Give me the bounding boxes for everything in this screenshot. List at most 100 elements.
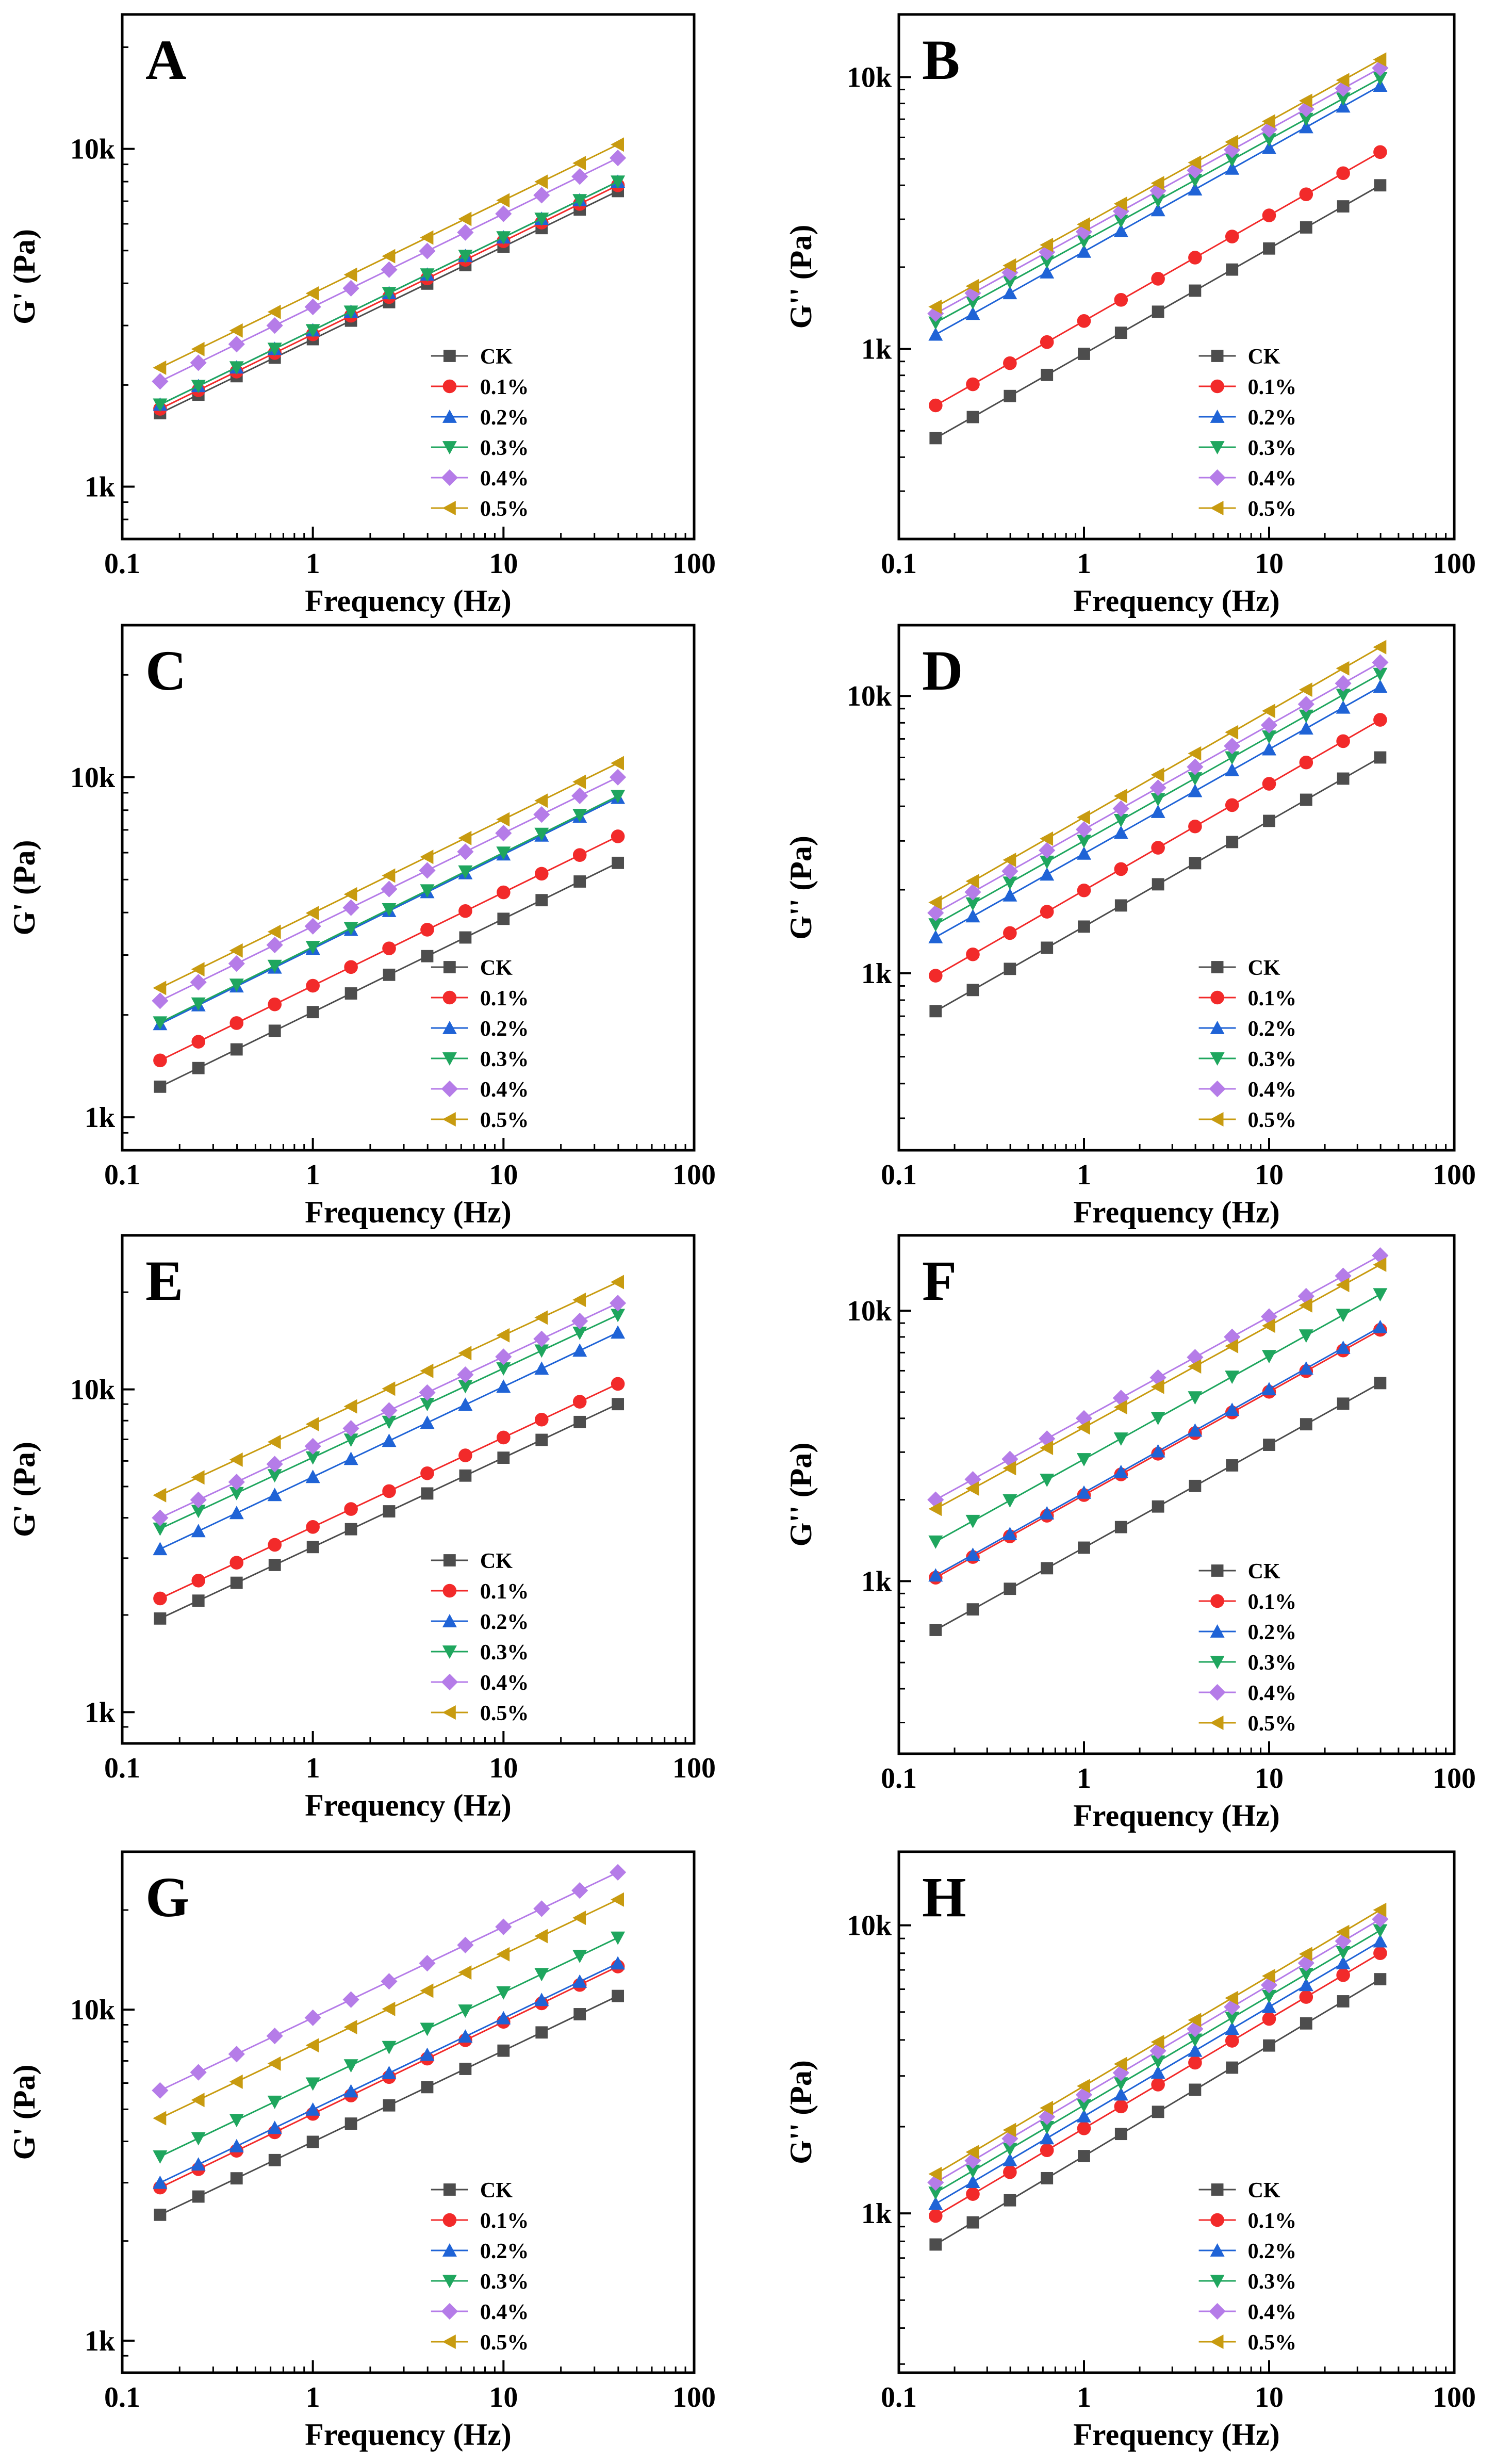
legend-marker — [442, 1614, 457, 1627]
data-point — [1040, 255, 1055, 269]
x-tick-label: 10 — [1255, 2381, 1284, 2413]
data-point — [496, 1379, 511, 1393]
data-point — [535, 1433, 548, 1446]
data-point — [966, 947, 980, 961]
data-point — [191, 1505, 206, 1519]
legend-marker — [442, 2275, 457, 2288]
data-point — [153, 981, 167, 996]
data-point — [229, 2114, 244, 2128]
data-point — [191, 2093, 205, 2108]
data-point — [191, 1035, 206, 1049]
legend-marker — [1210, 1594, 1224, 1608]
legend-label: 0.2% — [480, 2240, 529, 2263]
data-point — [382, 1381, 396, 1396]
data-point — [458, 1448, 472, 1462]
series-pct-5 — [928, 1257, 1387, 1516]
legend-label: 0.1% — [480, 2209, 529, 2233]
data-point — [1263, 1439, 1275, 1451]
data-point — [267, 304, 281, 319]
data-point — [306, 2135, 319, 2148]
data-point — [534, 867, 549, 881]
y-tick-label: 1k — [861, 334, 892, 366]
legend: CK 0.1% 0.2% 0.3% 0.4% 0.5% — [1198, 1560, 1297, 1736]
data-point — [458, 250, 473, 264]
y-axis-title: G'' (Pa) — [784, 225, 818, 329]
data-point — [1151, 203, 1165, 217]
data-point — [230, 1576, 243, 1589]
legend-label: 0.5% — [480, 1108, 529, 1132]
data-point — [1373, 1946, 1387, 1961]
data-point — [1373, 72, 1388, 86]
data-point — [420, 1466, 434, 1480]
plot-frame — [897, 1850, 1456, 2374]
legend-marker — [442, 2243, 457, 2257]
series-pct-5 — [928, 1902, 1387, 2181]
data-point — [571, 1313, 588, 1330]
data-point — [1299, 1329, 1313, 1343]
x-tick-label: 1 — [306, 2381, 320, 2413]
data-point — [929, 1005, 942, 1018]
data-point — [421, 1487, 434, 1500]
data-point — [153, 2111, 167, 2126]
data-point — [459, 2063, 472, 2075]
data-point — [929, 1624, 942, 1636]
data-point — [1373, 52, 1387, 67]
data-point — [192, 2190, 205, 2203]
data-point — [382, 868, 396, 883]
data-point — [1336, 1278, 1350, 1293]
series-pct-3 — [153, 1931, 626, 2164]
data-point — [611, 175, 626, 189]
data-point — [1263, 814, 1275, 827]
chart-panel-a: A 0.1 1 10 100 1k 10k Frequency (Hz) G' (Pa) CK 0.… — [7, 13, 716, 618]
data-point — [152, 992, 169, 1009]
data-point — [534, 1412, 549, 1427]
legend: CK 0.1% 0.2% 0.3% 0.4% 0.5% — [1198, 345, 1296, 521]
data-point — [458, 1965, 472, 1980]
data-point — [1337, 1995, 1350, 2008]
data-point — [1151, 805, 1165, 818]
data-point — [458, 2029, 473, 2043]
data-point — [458, 1346, 472, 1361]
data-point — [1188, 251, 1202, 265]
data-point — [420, 1983, 434, 1998]
data-point — [533, 1900, 550, 1917]
data-point — [1149, 779, 1166, 796]
data-point — [382, 2001, 396, 2016]
y-tick-label: 10k — [847, 1910, 892, 1942]
data-point — [1002, 2123, 1016, 2137]
data-point — [1151, 272, 1165, 286]
data-point — [1337, 200, 1350, 213]
data-point — [304, 298, 321, 316]
data-point — [191, 2132, 206, 2146]
data-point — [928, 1535, 943, 1549]
data-point — [421, 950, 434, 962]
data-point — [382, 941, 396, 955]
data-point — [928, 918, 943, 932]
data-point — [381, 880, 398, 898]
legend-label: 0.3% — [1248, 1048, 1297, 1071]
data-point — [572, 156, 586, 171]
data-point — [382, 1415, 397, 1429]
data-point — [1114, 862, 1128, 876]
series-pct-4 — [152, 150, 627, 390]
data-point — [1113, 1400, 1127, 1415]
legend-label: 0.1% — [1248, 987, 1297, 1010]
data-point — [1002, 286, 1017, 300]
legend-marker — [443, 2183, 456, 2196]
data-point — [1263, 2039, 1275, 2052]
x-tick-label: 100 — [672, 548, 716, 580]
data-point — [382, 2041, 397, 2054]
data-point — [1337, 1397, 1350, 1410]
data-point — [966, 2187, 980, 2201]
data-point — [267, 1469, 282, 1483]
legend-label: 0.4% — [480, 1671, 529, 1695]
data-point — [966, 2216, 979, 2229]
legend: CK 0.1% 0.2% 0.3% 0.4% 0.5% — [1198, 2179, 1296, 2355]
data-point — [1188, 1359, 1202, 1374]
x-tick-label: 10 — [1255, 1763, 1284, 1794]
legend-marker — [1209, 2303, 1226, 2320]
legend-label: 0.4% — [1248, 1682, 1297, 1705]
data-point — [611, 1931, 626, 1945]
data-point — [612, 1989, 624, 2002]
x-axis-title: Frequency (Hz) — [1073, 1799, 1279, 1833]
